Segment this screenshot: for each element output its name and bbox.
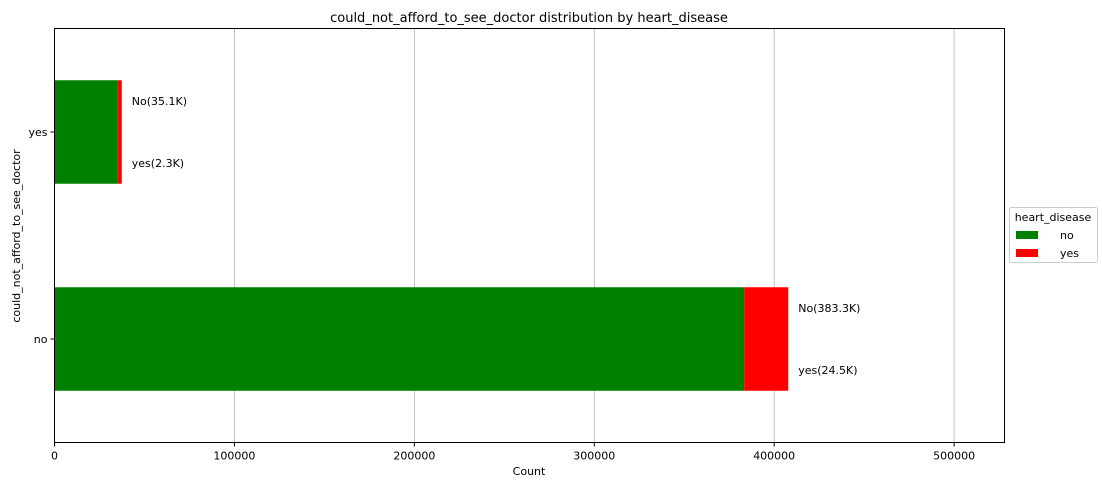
legend-label-yes: yes — [1060, 247, 1079, 260]
bars — [54, 80, 789, 391]
x-tick-label: 500000 — [933, 450, 975, 463]
x-tick-label: 0 — [51, 450, 58, 463]
x-tick-label: 200000 — [393, 450, 435, 463]
x-tick-label: 300000 — [573, 450, 615, 463]
legend: heart_disease no yes — [1009, 207, 1098, 263]
chart-title: could_not_afford_to_see_doctor distribut… — [330, 11, 728, 26]
data-label: yes(24.5K) — [798, 364, 857, 377]
legend-label-no: no — [1060, 229, 1074, 242]
legend-frame — [1009, 207, 1098, 263]
data-label: No(383.3K) — [798, 302, 860, 315]
bar-yes-yes — [117, 80, 122, 184]
data-label: No(35.1K) — [132, 95, 187, 108]
y-tick-label: no — [34, 333, 48, 346]
y-tick-label: yes — [28, 126, 47, 139]
y-axis-ticks: no yes — [28, 126, 55, 346]
data-labels: No(383.3K) yes(24.5K) No(35.1K) yes(2.3K) — [132, 95, 861, 377]
bar-no-no — [54, 287, 745, 391]
plot-frame — [54, 28, 1005, 443]
x-axis-label: Count — [513, 465, 546, 478]
bar-yes-no — [54, 80, 118, 184]
bar-no-yes — [744, 287, 789, 391]
x-tick-label: 400000 — [753, 450, 795, 463]
legend-swatch-no — [1016, 231, 1038, 239]
x-axis-ticks: 0 100000 200000 300000 400000 500000 — [51, 442, 975, 463]
legend-title: heart_disease — [1015, 211, 1092, 224]
data-label: yes(2.3K) — [132, 157, 184, 170]
x-tick-label: 100000 — [213, 450, 255, 463]
y-axis-label: could_not_afford_to_see_doctor — [10, 149, 23, 323]
legend-swatch-yes — [1016, 249, 1038, 257]
